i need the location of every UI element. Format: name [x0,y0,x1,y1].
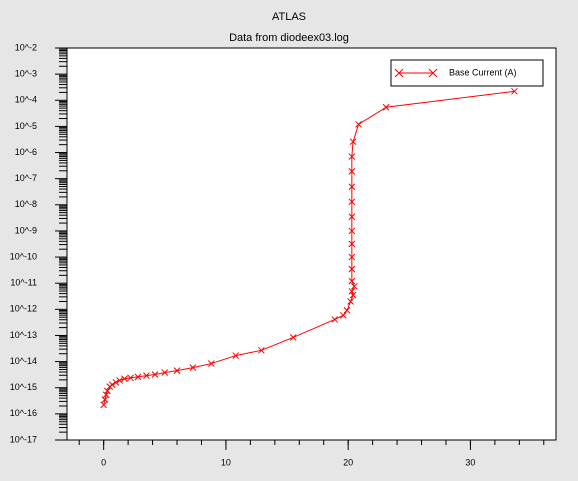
marker [108,381,116,389]
marker [127,374,134,382]
y-tick-label: 10^-10 [10,251,37,261]
marker [103,387,111,395]
y-tick-label: 10^-3 [15,69,37,79]
marker [101,396,109,404]
marker [102,391,110,399]
y-tick-label: 10^-16 [10,408,37,418]
marker [348,277,356,285]
chart-title: ATLAS [272,11,306,23]
x-tick-label: 10 [221,457,231,467]
marker [347,298,354,305]
y-tick-label: 10^-8 [15,199,37,209]
marker [349,138,357,146]
x-tick-label: 0 [101,457,106,467]
y-tick-label: 10^-5 [15,121,37,131]
x-tick-label: 20 [343,457,353,467]
marker [258,346,265,354]
marker [116,377,123,384]
marker [348,183,356,191]
marker [348,198,356,206]
marker [343,306,351,314]
marker [348,240,356,248]
marker [173,367,181,375]
marker [161,369,169,376]
plot-area [66,47,557,441]
marker [348,227,356,235]
y-tick-label: 10^-9 [15,225,37,235]
y-tick-label: 10^-14 [10,356,37,366]
y-tick-label: 10^-12 [10,304,37,314]
y-tick-label: 10^-6 [15,147,37,157]
marker [112,379,120,386]
marker [348,153,356,160]
marker [348,265,356,273]
chart-subtitle: Data from diodeex03.log [229,32,349,44]
marker [382,103,390,111]
y-tick-label: 10^-11 [10,278,37,288]
marker [207,360,215,367]
y-tick-label: 10^-13 [10,330,37,340]
marker [151,371,159,378]
marker [232,352,240,359]
marker [348,287,356,295]
marker [348,213,356,221]
y-tick-label: 10^-7 [15,173,37,183]
marker [331,316,339,323]
y-tick-label: 10^-4 [15,95,37,105]
y-tick-label: 10^-17 [10,434,37,444]
legend-marker [394,68,438,78]
marker [348,253,356,261]
marker [348,168,356,175]
marker [289,334,297,341]
marker [511,87,518,95]
marker [100,401,108,409]
x-tick-label: 30 [465,457,475,467]
marker [121,375,128,383]
marker [339,311,347,319]
marker [189,364,197,371]
marker [355,120,362,128]
y-tick-label: 10^-2 [15,42,37,52]
legend-label: Base Current (A) [449,67,517,77]
marker [349,291,357,299]
y-tick-label: 10^-15 [10,382,37,392]
marker [143,372,150,380]
marker [350,282,358,290]
marker [134,373,142,381]
